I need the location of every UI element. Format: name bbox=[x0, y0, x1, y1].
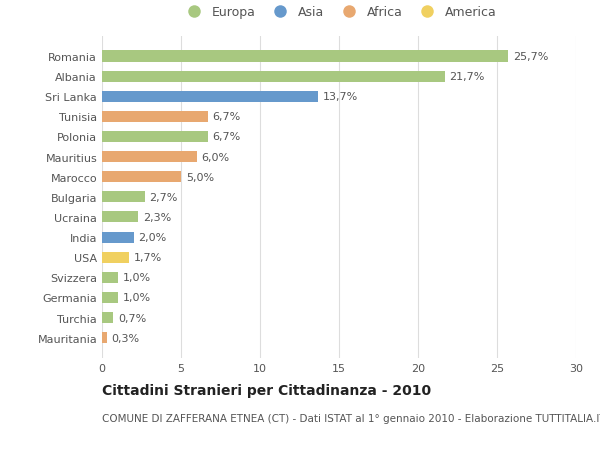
Bar bbox=[102, 332, 107, 343]
Text: 2,3%: 2,3% bbox=[143, 213, 172, 223]
Bar bbox=[102, 91, 319, 102]
Text: 1,0%: 1,0% bbox=[122, 293, 151, 303]
Text: 1,0%: 1,0% bbox=[122, 273, 151, 283]
Bar bbox=[102, 312, 113, 323]
Text: 21,7%: 21,7% bbox=[449, 72, 485, 82]
Bar bbox=[102, 112, 208, 123]
Text: 25,7%: 25,7% bbox=[513, 52, 548, 62]
Bar bbox=[102, 232, 134, 243]
Text: 0,3%: 0,3% bbox=[112, 333, 140, 343]
Text: 1,7%: 1,7% bbox=[134, 252, 162, 263]
Text: 6,0%: 6,0% bbox=[202, 152, 230, 162]
Text: 13,7%: 13,7% bbox=[323, 92, 358, 102]
Bar bbox=[102, 192, 145, 203]
Bar bbox=[102, 72, 445, 83]
Bar bbox=[102, 292, 118, 303]
Text: 0,7%: 0,7% bbox=[118, 313, 146, 323]
Text: 6,7%: 6,7% bbox=[212, 132, 241, 142]
Text: 6,7%: 6,7% bbox=[212, 112, 241, 122]
Bar bbox=[102, 51, 508, 62]
Bar bbox=[102, 172, 181, 183]
Text: Cittadini Stranieri per Cittadinanza - 2010: Cittadini Stranieri per Cittadinanza - 2… bbox=[102, 383, 431, 397]
Bar bbox=[102, 212, 139, 223]
Text: 2,0%: 2,0% bbox=[139, 233, 167, 242]
Legend: Europa, Asia, Africa, America: Europa, Asia, Africa, America bbox=[176, 1, 502, 24]
Text: COMUNE DI ZAFFERANA ETNEA (CT) - Dati ISTAT al 1° gennaio 2010 - Elaborazione TU: COMUNE DI ZAFFERANA ETNEA (CT) - Dati IS… bbox=[102, 413, 600, 423]
Bar bbox=[102, 132, 208, 143]
Text: 2,7%: 2,7% bbox=[149, 192, 178, 202]
Bar bbox=[102, 252, 129, 263]
Bar bbox=[102, 151, 197, 163]
Text: 5,0%: 5,0% bbox=[186, 172, 214, 182]
Bar bbox=[102, 272, 118, 283]
